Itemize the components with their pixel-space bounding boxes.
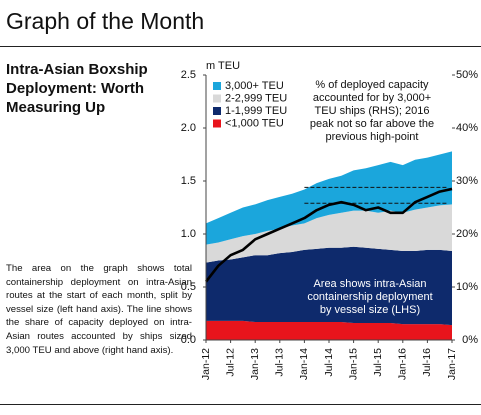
x-tick-label: Jan-13: [249, 348, 261, 380]
annotation: by vessel size (LHS): [320, 304, 420, 316]
y-tick-label: 0.5: [181, 281, 196, 293]
x-tick-label: Jul-15: [372, 348, 384, 377]
area: [206, 204, 452, 263]
y-tick-label: 2.5: [181, 69, 196, 81]
x-tick-label: Jul-14: [323, 348, 335, 377]
legend-box: [210, 78, 296, 132]
share-line: [204, 187, 453, 283]
legend-swatch: [213, 119, 221, 128]
x-tick-label: Jan-17: [446, 348, 458, 380]
annotation: Area shows intra-Asian: [313, 278, 426, 290]
area: [206, 320, 452, 340]
legend-label: <1,000 TEU: [225, 117, 284, 129]
y-tick-label: 2.0: [181, 122, 196, 134]
legend-swatch: [213, 107, 221, 115]
x-tick-label: Jul-16: [421, 348, 433, 377]
y2-tick-label: 50%: [456, 69, 478, 81]
x-tick-label: Jan-12: [200, 348, 212, 380]
y-axis-title: m TEU: [206, 60, 240, 72]
legend-label: 1-1,999 TEU: [225, 105, 287, 117]
y2-tick-label: 0%: [462, 334, 478, 346]
legend-swatch: [213, 94, 221, 103]
annotation: TEU ships (RHS); 2016: [315, 105, 430, 117]
x-tick-label: Jan-16: [397, 348, 409, 380]
annotation: % of deployed capacity: [315, 79, 429, 91]
y-tick-label: 1.0: [181, 228, 196, 240]
y2-tick-label: 40%: [456, 122, 478, 134]
legend-swatch: [213, 82, 221, 90]
x-tick-label: Jan-14: [298, 348, 310, 380]
x-tick-label: Jul-13: [274, 348, 286, 377]
y2-tick-label: 10%: [456, 281, 478, 293]
body-text: The area on the graph shows total contai…: [6, 263, 192, 356]
x-tick-label: Jul-12: [224, 348, 236, 377]
y-tick-label: 0.0: [181, 334, 196, 346]
annotation: peak not so far above the: [310, 118, 434, 130]
area: [206, 246, 452, 326]
page-title: Graph of the Month: [6, 8, 205, 34]
legend-label: 3,000+ TEU: [225, 80, 284, 92]
rule: [0, 46, 481, 47]
y2-tick-label: 20%: [456, 228, 478, 240]
rule: [0, 404, 481, 405]
annotation: accounted for by 3,000+: [313, 92, 431, 104]
legend-label: 2-2,999 TEU: [225, 92, 287, 104]
y-tick-label: 1.5: [181, 175, 196, 187]
heading: Intra-Asian Boxship Deployment: Worth Me…: [6, 61, 148, 116]
area: [206, 151, 452, 245]
y2-tick-label: 30%: [456, 175, 478, 187]
annotation: previous high-point: [326, 131, 419, 143]
annotation: containership deployment: [307, 291, 432, 303]
x-tick-label: Jan-15: [347, 348, 359, 380]
